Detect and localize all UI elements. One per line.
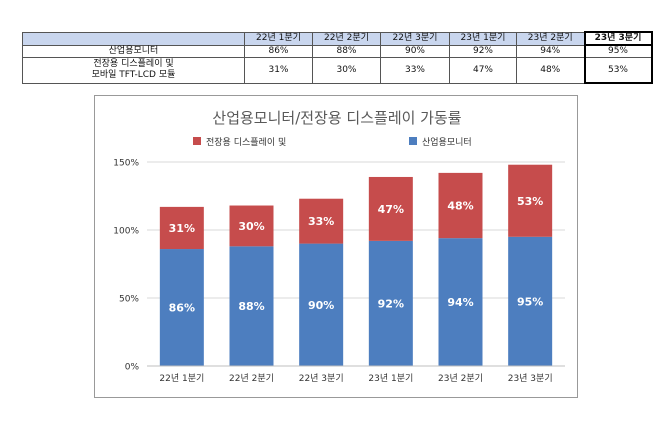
bar-data-label: 86%	[169, 302, 195, 315]
bar-segment	[508, 236, 553, 366]
y-tick-label: 150%	[113, 159, 139, 169]
y-tick-label: 100%	[113, 227, 139, 237]
bar-segment	[368, 240, 413, 366]
y-tick-label: 0%	[125, 363, 140, 373]
data-table: 22년 1분기 22년 2분기 22년 3분기 23년 1분기 23년 2분기 …	[22, 31, 653, 84]
x-tick-label: 22년 3분기	[299, 373, 344, 384]
x-tick-label: 22년 2분기	[229, 373, 274, 384]
chart-title: 산업용모니터/전장용 디스플레이 가동률	[212, 109, 461, 127]
table-cell: 88%	[312, 44, 381, 58]
bar-segment	[159, 206, 204, 250]
legend-swatch	[193, 137, 201, 145]
bar-segment	[368, 176, 413, 241]
x-tick-label: 23년 2분기	[438, 373, 483, 384]
bar-data-label: 53%	[517, 195, 543, 208]
table-cell: 86%	[244, 44, 313, 58]
bar-segment	[299, 243, 344, 366]
table-header-cell: 22년 3분기	[380, 31, 450, 46]
y-tick-label: 50%	[119, 295, 139, 305]
bar-data-label: 88%	[238, 300, 264, 313]
bar-segment	[508, 164, 553, 237]
table-row-label-line: 모바일 TFT-LCD 모듈	[91, 70, 176, 81]
legend-label: 산업용모니터	[422, 137, 472, 148]
table-header-cell: 23년 3분기	[583, 31, 653, 46]
bar-data-label: 90%	[308, 299, 334, 312]
bar-segment	[159, 249, 204, 366]
bar-data-label: 31%	[169, 222, 195, 235]
table-header-cell: 22년 2분기	[312, 31, 381, 46]
chart-bars: 86% 31% 88% 30% 90% 33% 92% 47% 94% 48% 95% 53%	[159, 164, 553, 366]
chart-gridlines	[147, 161, 565, 367]
x-tick-label: 23년 3분기	[508, 373, 553, 384]
table-cell: 48%	[516, 57, 585, 84]
table-cell: 90%	[380, 44, 450, 58]
table-cell: 30%	[312, 57, 381, 84]
table-row: 산업용모니터 86% 88% 90% 92% 94% 95%	[22, 44, 653, 58]
table-row-label-line: 전장용 디스플레이 및	[93, 59, 174, 70]
chart-legend: 전장용 디스플레이 및 산업용모니터	[193, 136, 472, 148]
bar-data-label: 47%	[378, 203, 404, 216]
table-row-label-line: 산업용모니터	[108, 45, 159, 56]
table-row: 전장용 디스플레이 및 모바일 TFT-LCD 모듈 31% 30% 33% 4…	[22, 57, 653, 84]
bar-data-label: 92%	[378, 297, 404, 310]
legend-swatch	[409, 137, 417, 145]
bar-segment	[299, 198, 344, 244]
bar-data-label: 30%	[238, 220, 264, 233]
bar-data-label: 95%	[517, 295, 543, 308]
table-header-row: 22년 1분기 22년 2분기 22년 3분기 23년 1분기 23년 2분기 …	[22, 31, 653, 46]
x-tick-label: 22년 1분기	[159, 373, 204, 384]
table-row-label: 산업용모니터	[22, 44, 245, 58]
bar-segment	[438, 172, 483, 239]
table-row-label: 전장용 디스플레이 및 모바일 TFT-LCD 모듈	[22, 57, 245, 84]
table-cell: 33%	[380, 57, 450, 84]
legend-label: 전장용 디스플레이 및	[206, 136, 286, 148]
bar-segment	[438, 238, 483, 366]
x-tick-label: 23년 1분기	[368, 373, 413, 384]
bar-segment	[229, 246, 274, 366]
chart-frame: 산업용모니터/전장용 디스플레이 가동률 전장용 디스플레이 및 산업용모니터 0…	[94, 95, 578, 398]
table-header-cell: 23년 1분기	[449, 31, 517, 46]
stacked-bar-chart: 산업용모니터/전장용 디스플레이 가동률 전장용 디스플레이 및 산업용모니터 0…	[113, 109, 565, 384]
bar-data-label: 48%	[447, 200, 473, 213]
table-cell: 31%	[244, 57, 313, 84]
table-cell: 47%	[449, 57, 517, 84]
bar-segment	[229, 205, 274, 247]
x-axis: 22년 1분기 22년 2분기 22년 3분기 23년 1분기 23년 2분기 23년 3…	[147, 365, 565, 384]
table-header-cell	[22, 31, 245, 46]
y-axis: 0% 50% 100% 150%	[113, 159, 139, 373]
table-cell: 53%	[583, 57, 653, 84]
table-header-cell: 22년 1분기	[244, 31, 313, 46]
table-cell: 92%	[449, 44, 517, 58]
table-cell: 94%	[516, 44, 585, 58]
bar-data-label: 94%	[447, 296, 473, 309]
table-header-cell: 23년 2분기	[516, 31, 585, 46]
bar-data-label: 33%	[308, 215, 334, 228]
table-cell: 95%	[583, 44, 653, 58]
